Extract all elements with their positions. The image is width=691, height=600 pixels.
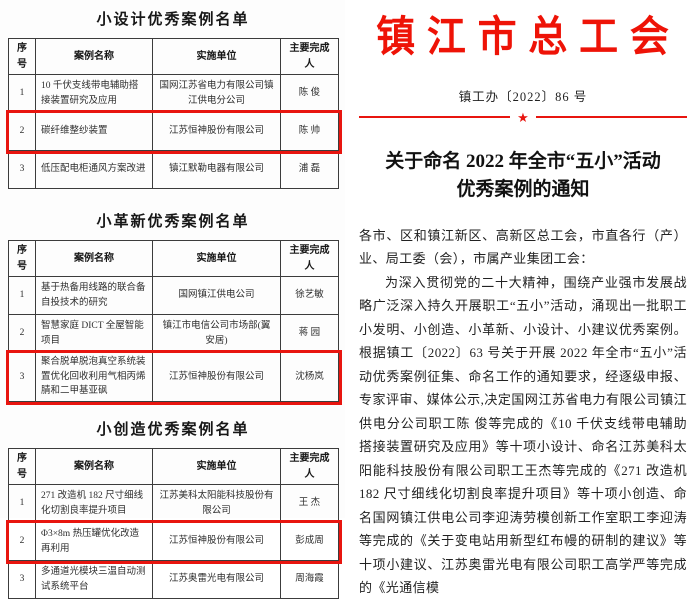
header-person: 主要完成人 — [280, 448, 339, 486]
table-row: 1 271 改造机 182 尺寸细线化切割良率提升项目 江苏美科太阳能科技股份有… — [8, 484, 339, 524]
cell-no: 2 — [8, 112, 36, 151]
cell-case: 聚合脱单脱泡真空系统装置优化回收利用气相丙烯腈和二甲基亚砜 — [35, 351, 153, 403]
table-row: 3 低压配电柜通风方案改进 镇江默勒电器有限公司 浦 磊 — [8, 150, 339, 189]
cell-unit: 江苏恒神股份有限公司 — [152, 112, 281, 151]
table-title: 小创造优秀案例名单 — [96, 422, 250, 439]
cell-person: 彭成周 — [280, 522, 339, 562]
org-title: 镇 江 市 总 工 会 — [376, 14, 670, 61]
cell-no: 3 — [8, 560, 36, 600]
cell-no: 2 — [8, 314, 36, 353]
header-person: 主要完成人 — [280, 38, 339, 75]
cell-unit: 江苏恒神股份有限公司 — [152, 522, 281, 562]
innovation-cases-table: 序号 案例名称 实施单位 主要完成人 1 基于热备用线路的联合备自投技术的研究 … — [5, 240, 342, 405]
header-case: 案例名称 — [35, 38, 153, 75]
cell-no: 1 — [8, 484, 36, 524]
cell-person: 徐艺敏 — [280, 276, 339, 315]
header-unit: 实施单位 — [152, 38, 281, 75]
table-title: 小设计优秀案例名单 — [96, 12, 250, 28]
cell-unit: 江苏奥雷光电有限公司 — [152, 560, 281, 600]
cell-person: 沈杨岚 — [280, 351, 339, 403]
cell-person: 周海霞 — [280, 560, 339, 600]
notice-title-line2: 优秀案例的通知 — [456, 178, 590, 200]
table-row-highlighted: 2 碳纤维整纱装置 江苏恒神股份有限公司 陈 帅 — [5, 109, 342, 154]
cell-case: 10 千伏支线带电辅助搭接装置研究及应用 — [35, 74, 153, 113]
cell-person: 蒋 园 — [280, 314, 339, 353]
cell-no: 1 — [8, 74, 36, 113]
divider-line-right — [535, 116, 687, 119]
header-person: 主要完成人 — [280, 240, 339, 277]
header-case: 案例名称 — [35, 240, 153, 277]
table-section-creation: 小创造优秀案例名单 序号 案例名称 实施单位 主要完成人 1 271 改造机 1… — [5, 418, 342, 600]
cell-case: 多通道光模块三温自动测试系统平台 — [35, 560, 153, 600]
header-no: 序号 — [8, 448, 36, 486]
table-row: 2 智慧家庭 DICT 全屋智能项目 镇江市电信公司市场部(翼安居) 蒋 园 — [8, 314, 339, 353]
notice-document: 镇 江 市 总 工 会 镇工办〔2022〕86 号 ★ 关于命名 2022 年全… — [345, 0, 691, 595]
salutation: 各市、区和镇江新区、高新区总工会，市直各行（产）业、局工委（会），市属产业集团工… — [359, 227, 687, 267]
notice-title-line1: 关于命名 2022 年全市“五小”活动 — [385, 150, 661, 172]
header-unit: 实施单位 — [152, 448, 281, 486]
cell-no: 3 — [8, 351, 36, 403]
cell-case: 低压配电柜通风方案改进 — [35, 150, 153, 189]
cell-unit: 镇江默勒电器有限公司 — [152, 150, 281, 189]
table-section-design: 小设计优秀案例名单 序号 案例名称 实施单位 主要完成人 1 10 千伏支线带电… — [5, 8, 342, 189]
table-title: 小革新优秀案例名单 — [96, 214, 250, 230]
table-row: 3 多通道光模块三温自动测试系统平台 江苏奥雷光电有限公司 周海霞 — [8, 560, 339, 600]
header-no: 序号 — [8, 240, 36, 277]
cell-case: 碳纤维整纱装置 — [35, 112, 153, 151]
table-row-highlighted: 2 Φ3×8m 热压罐优化改造再利用 江苏恒神股份有限公司 彭成周 — [5, 519, 342, 564]
cell-person: 王 杰 — [280, 484, 339, 524]
tables-panel: 小设计优秀案例名单 序号 案例名称 实施单位 主要完成人 1 10 千伏支线带电… — [0, 0, 345, 600]
cell-person: 陈 帅 — [280, 112, 339, 151]
cell-no: 1 — [8, 276, 36, 315]
table-header-row: 序号 案例名称 实施单位 主要完成人 — [8, 448, 339, 486]
divider-line-left — [359, 116, 511, 119]
cell-no: 2 — [8, 522, 36, 562]
cell-case: 基于热备用线路的联合备自投技术的研究 — [35, 276, 153, 315]
cell-person: 陈 俊 — [280, 74, 339, 113]
cell-unit: 江苏恒神股份有限公司 — [152, 351, 281, 403]
table-row-highlighted: 3 聚合脱单脱泡真空系统装置优化回收利用气相丙烯腈和二甲基亚砜 江苏恒神股份有限… — [5, 349, 342, 405]
header-unit: 实施单位 — [152, 240, 281, 277]
creation-cases-table: 序号 案例名称 实施单位 主要完成人 1 271 改造机 182 尺寸细线化切割… — [5, 448, 342, 600]
cell-unit: 国网江苏省电力有限公司镇江供电分公司 — [152, 74, 281, 113]
cell-case: Φ3×8m 热压罐优化改造再利用 — [35, 522, 153, 562]
table-header-row: 序号 案例名称 实施单位 主要完成人 — [8, 240, 339, 277]
cell-case: 271 改造机 182 尺寸细线化切割良率提升项目 — [35, 484, 153, 524]
table-section-innovation: 小革新优秀案例名单 序号 案例名称 实施单位 主要完成人 1 基于热备用线路的联… — [5, 210, 342, 405]
cell-unit: 镇江市电信公司市场部(翼安居) — [152, 314, 281, 353]
design-cases-table: 序号 案例名称 实施单位 主要完成人 1 10 千伏支线带电辅助搭接装置研究及应… — [5, 38, 342, 189]
cell-no: 3 — [8, 150, 36, 189]
star-icon: ★ — [517, 109, 529, 125]
header-case: 案例名称 — [35, 448, 153, 486]
table-row: 1 基于热备用线路的联合备自投技术的研究 国网镇江供电公司 徐艺敏 — [8, 276, 339, 315]
table-header-row: 序号 案例名称 实施单位 主要完成人 — [8, 38, 339, 75]
notice-body: 各市、区和镇江新区、高新区总工会，市直各行（产）业、局工委（会），市属产业集团工… — [359, 224, 687, 600]
body-paragraph: 为深入贯彻党的二十大精神，围绕产业强市发展战略广泛深入持久开展职工“五小”活动，… — [359, 274, 687, 596]
table-row: 1 10 千伏支线带电辅助搭接装置研究及应用 国网江苏省电力有限公司镇江供电分公… — [8, 74, 339, 113]
cell-unit: 国网镇江供电公司 — [152, 276, 281, 315]
cell-case: 智慧家庭 DICT 全屋智能项目 — [35, 314, 153, 353]
notice-title: 关于命名 2022 年全市“五小”活动 优秀案例的通知 — [359, 148, 687, 204]
doc-number: 镇工办〔2022〕86 号 — [458, 89, 588, 104]
cell-person: 浦 磊 — [280, 150, 339, 189]
header-no: 序号 — [8, 38, 36, 75]
cell-unit: 江苏美科太阳能科技股份有限公司 — [152, 484, 281, 524]
red-divider: ★ — [359, 111, 687, 124]
